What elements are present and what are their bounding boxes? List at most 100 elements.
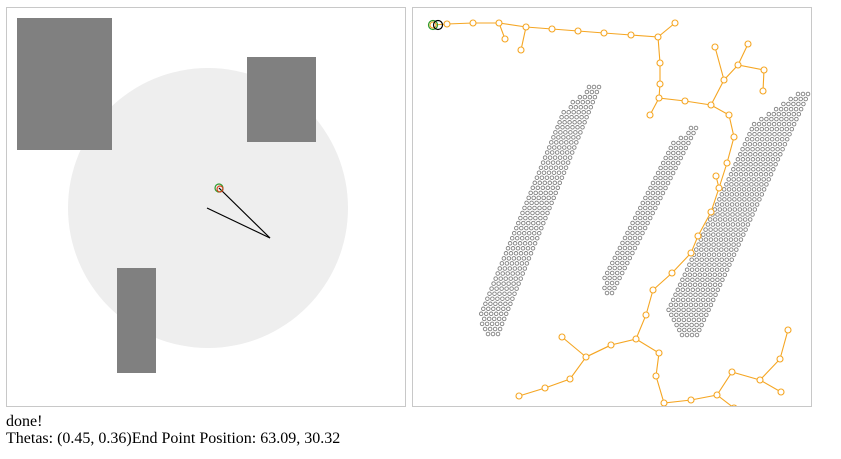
rrt-node [694,232,702,240]
rrt-node [671,19,679,27]
c-obstacle-point [545,185,551,191]
c-obstacle-point [713,227,718,232]
c-obstacle-point [745,222,751,227]
c-obstacle-point [780,146,785,152]
c-obstacle-point [561,135,566,140]
c-obstacle-point [756,187,762,192]
rrt-node [723,159,731,167]
c-obstacle-point [521,256,527,261]
c-obstacle-point [746,167,751,172]
c-obstacle-point [568,104,574,110]
c-obstacle-point [786,111,792,117]
c-obstacle-point [538,215,543,221]
configuration-space-canvas[interactable] [412,7,812,407]
c-obstacle-point [706,307,711,313]
c-obstacle-point [495,331,501,337]
c-obstacle-point [706,232,711,237]
rrt-node [720,76,728,84]
c-obstacle-point [695,297,701,303]
rrt-node [541,384,549,392]
c-obstacle-point [702,282,708,288]
c-obstacle-point [776,121,782,127]
c-obstacle-point [666,150,671,156]
c-obstacle-point [724,247,729,252]
c-obstacle-point [501,256,507,261]
c-obstacle-point [653,185,658,191]
c-obstacle-point [668,175,673,181]
c-obstacle-point [704,247,709,252]
c-obstacle-point [788,96,793,102]
c-obstacle-point [772,131,777,137]
c-obstacle-point [715,287,721,293]
c-obstacle-point [694,332,700,338]
arm-workspace-canvas[interactable] [6,7,406,407]
c-obstacle-point [536,230,542,236]
c-obstacle-point [688,292,693,298]
c-obstacle-point [746,187,752,192]
c-obstacle-point [681,307,686,313]
rrt-node [760,66,768,74]
c-obstacle-point [668,302,674,308]
c-obstacle-point [768,162,773,167]
c-obstacle-point [554,140,559,145]
c-obstacle-point [752,197,757,202]
c-obstacle-point [625,230,630,236]
c-obstacle-point [712,282,718,288]
c-obstacle-point [533,215,538,221]
c-obstacle-point [655,190,661,196]
c-obstacle-point [534,200,539,206]
c-obstacle-point [669,312,674,318]
c-obstacle-point [627,255,633,261]
c-obstacle-point [575,99,581,105]
c-obstacle-point [627,225,633,231]
c-obstacle-point [516,230,522,236]
c-obstacle-point [779,126,785,132]
c-obstacle-point [752,131,757,137]
c-obstacle-point [699,267,705,272]
c-obstacle-point [663,155,668,161]
c-obstacle-point [502,291,507,296]
c-obstacle-point [728,172,734,177]
c-obstacle-point [748,172,754,177]
c-obstacle-point [721,242,726,247]
c-obstacle-point [743,227,748,232]
c-obstacle-point [688,125,694,131]
rrt-edge [710,64,765,106]
c-obstacle-point [729,192,735,197]
c-obstacle-point [692,272,698,278]
c-obstacle-point [500,271,505,276]
c-obstacle-point [713,292,718,298]
rrt-node [515,392,523,400]
c-obstacle-point [536,170,542,175]
c-obstacle-point [609,270,615,276]
c-obstacle-point [534,225,539,231]
c-obstacle-point [544,175,550,180]
c-obstacle-point [803,96,808,102]
c-obstacle-point [793,106,799,112]
c-obstacle-point [684,322,689,328]
c-obstacle-point [703,227,708,232]
c-obstacle-point [509,235,515,241]
c-obstacle-point [540,210,545,216]
c-obstacle-point [555,185,561,191]
rrt-node [656,80,664,88]
c-obstacle-point [563,165,569,170]
c-obstacle-point [511,230,517,236]
c-obstacle-point [612,265,617,271]
c-obstacle-point [487,291,492,296]
c-obstacle-point [529,225,534,231]
c-obstacle-point [538,165,544,170]
c-obstacle-point [690,297,696,303]
c-obstacle-point [734,192,740,197]
c-obstacle-point [499,261,505,266]
c-obstacle-point [738,172,744,177]
c-obstacle-point [694,257,699,262]
c-obstacle-point [791,101,796,107]
c-obstacle-point [710,222,716,227]
c-obstacle-point [663,165,668,171]
c-obstacle-point [707,262,712,267]
c-obstacle-point [524,225,529,231]
c-obstacle-point [620,250,625,256]
c-obstacle-point [502,266,508,271]
c-obstacle-point [763,172,769,177]
